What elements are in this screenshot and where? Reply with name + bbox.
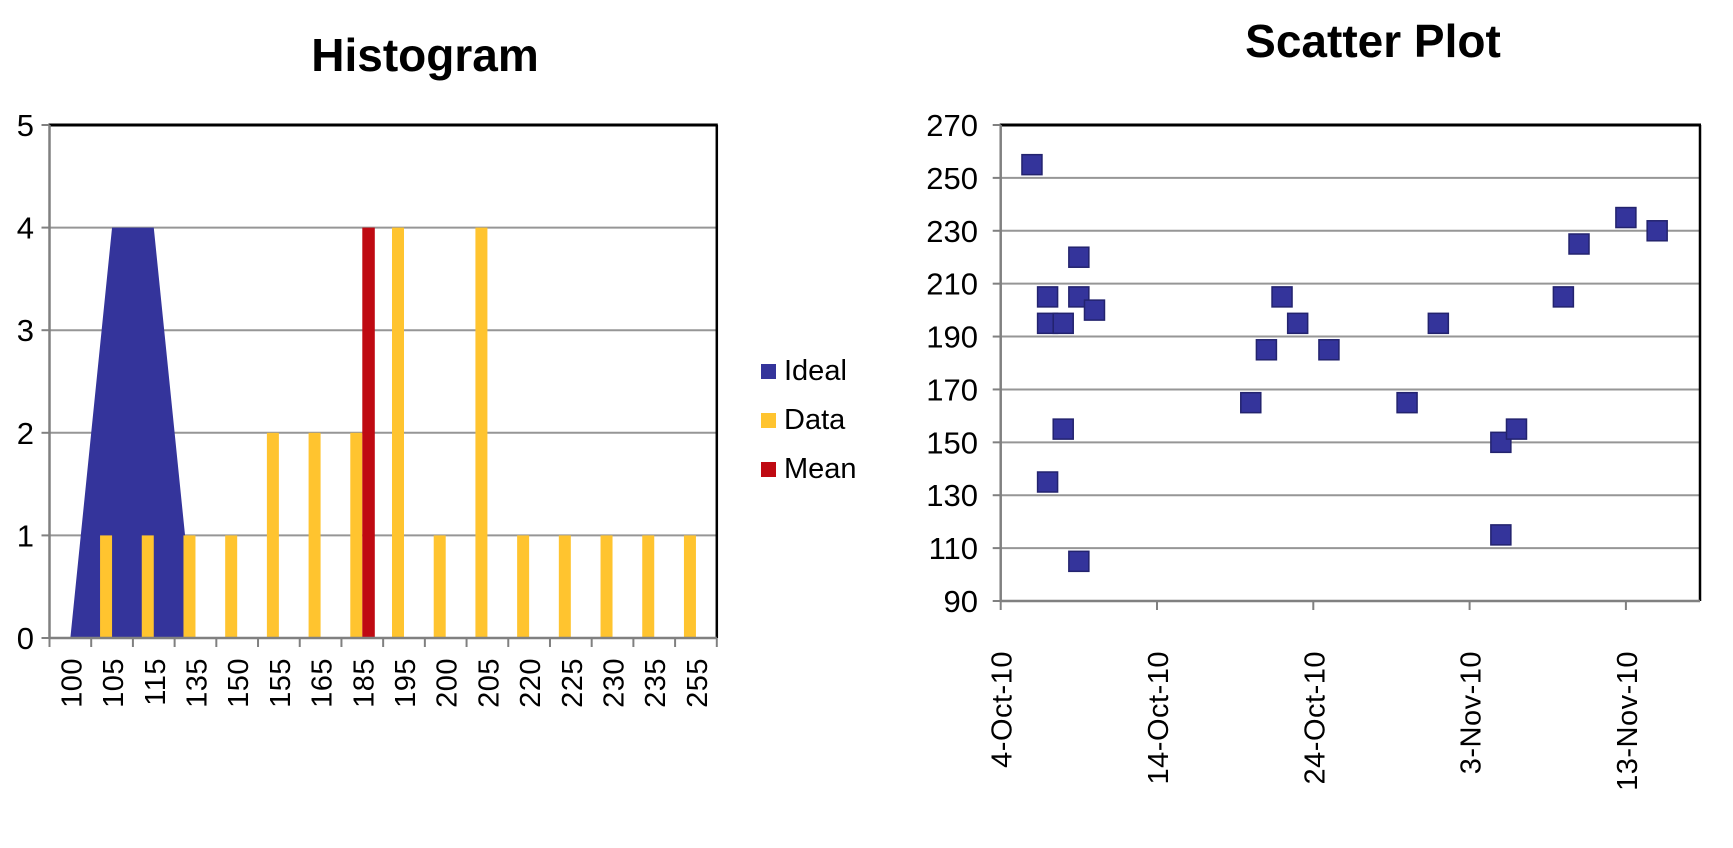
scatter-marker (1052, 312, 1074, 335)
scatter-marker (1255, 339, 1278, 361)
hist-y-label: 3 (17, 313, 34, 348)
scatter-marker (1552, 286, 1575, 308)
hist-x-label: 100 (56, 658, 88, 708)
scatter-x-label: 24-Oct-10 (1299, 651, 1331, 784)
mean-bar-185 (362, 227, 375, 638)
legend-label-ideal: Ideal (784, 355, 847, 387)
scatter-y-label: 110 (929, 531, 978, 566)
hist-y-label: 4 (17, 211, 34, 246)
scatter-marker (1427, 312, 1450, 335)
data-bar-185 (350, 432, 363, 638)
hist-x-label: 155 (265, 658, 297, 708)
scatter-marker (1021, 153, 1043, 176)
scatter-y-label: 270 (926, 108, 978, 143)
data-bar-230 (600, 535, 613, 638)
hist-x-label: 115 (140, 658, 172, 706)
hist-y-label: 2 (17, 416, 34, 451)
legend: Ideal Data Mean (761, 357, 857, 504)
histogram-title: Histogram (311, 29, 539, 81)
scatter-y-label: 210 (926, 267, 978, 302)
data-bar-225 (558, 535, 571, 638)
scatter-y-label: 250 (926, 161, 978, 196)
scatter-y-label: 190 (926, 320, 978, 355)
scatter-y-label: 90 (944, 584, 978, 619)
legend-label-mean: Mean (784, 453, 857, 485)
hist-x-label: 230 (599, 658, 631, 708)
hist-y-label: 0 (17, 621, 34, 656)
scatter-marker (1490, 524, 1512, 546)
data-bar-155 (266, 432, 279, 638)
legend-swatch-ideal-icon (761, 363, 776, 379)
scatter-y-label: 130 (926, 478, 978, 513)
scatter-plot: 90 110 130 150 170 190 210 230 250 270 4-Oct-10 14-… (926, 108, 1702, 791)
legend-item-data: Data (761, 404, 857, 436)
hist-y-label: 1 (17, 518, 34, 553)
hist-x-label: 220 (515, 658, 547, 708)
scatter-x-label: 3-Nov-10 (1456, 651, 1488, 774)
hist-x-label: 225 (557, 658, 589, 708)
hist-x-label: 235 (640, 658, 672, 708)
legend-swatch-mean-icon (761, 461, 776, 477)
scatter-marker (1568, 233, 1590, 255)
data-bar-165 (308, 432, 321, 638)
hist-x-label: 195 (390, 658, 422, 708)
data-bar-200 (433, 535, 446, 638)
scatter-marker (1068, 550, 1090, 573)
hist-x-label: 185 (348, 658, 380, 708)
ideal-area (70, 227, 696, 638)
legend-label-data: Data (784, 404, 846, 436)
data-bar-235 (642, 535, 655, 638)
scatter-marker (1271, 286, 1293, 308)
scatter-y-label: 230 (926, 214, 978, 249)
scatter-x-label: 13-Nov-10 (1612, 651, 1644, 791)
histogram-plot: 0 1 2 3 4 5 100 105 115 135 150 155 165 185 195 200 205 2… (17, 108, 719, 708)
data-bar-115 (141, 535, 154, 638)
scatter-marker (1240, 391, 1262, 414)
legend-item-mean: Mean (761, 453, 857, 485)
hist-x-label: 150 (223, 658, 255, 708)
scatter-marker (1052, 418, 1074, 440)
data-bar-135 (183, 535, 196, 638)
hist-y-label: 5 (17, 108, 34, 143)
data-bar-255 (683, 535, 696, 638)
scatter-x-label: 4-Oct-10 (987, 651, 1019, 768)
scatter-marker (1286, 312, 1309, 335)
scatter-marker (1318, 339, 1340, 361)
scatter-marker (1505, 418, 1528, 440)
data-bar-220 (517, 535, 530, 638)
data-bar-205 (475, 227, 488, 638)
scatter-marker (1646, 220, 1668, 242)
hist-x-label: 105 (98, 658, 130, 708)
legend-swatch-data-icon (761, 412, 776, 428)
scatter-marker (1036, 286, 1059, 308)
data-bar-150 (225, 535, 238, 638)
scatter-x-label: 14-Oct-10 (1143, 651, 1175, 784)
data-bar-105 (100, 535, 113, 638)
hist-x-label: 135 (181, 658, 213, 708)
legend-item-ideal: Ideal (761, 355, 857, 387)
scatter-y-label: 170 (926, 372, 978, 407)
hist-x-label: 205 (473, 658, 505, 708)
scatter-marker (1083, 299, 1106, 321)
data-bar-195 (392, 227, 405, 638)
hist-x-label: 165 (307, 658, 339, 708)
scatter-y-label: 150 (926, 425, 978, 460)
hist-x-label: 255 (682, 658, 714, 708)
hist-x-label: 200 (432, 658, 464, 708)
scatter-marker (1068, 246, 1090, 268)
scatter-marker (1615, 206, 1637, 229)
scatter-marker (1396, 391, 1418, 414)
scatter-marker (1036, 471, 1059, 493)
scatter-plot-title: Scatter Plot (1245, 15, 1501, 67)
